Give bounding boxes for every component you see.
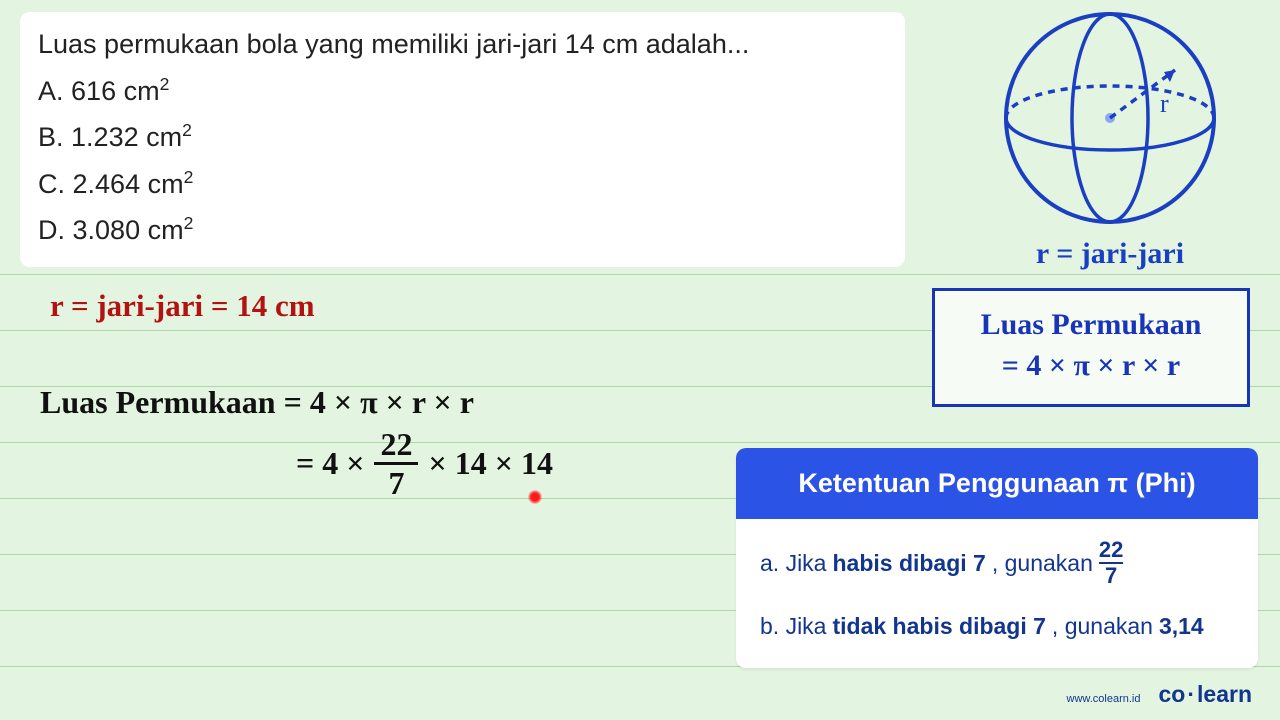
- phi-rule-a: a. Jika habis dibagi 7, gunakan 22 7: [760, 539, 1234, 587]
- brand-logo: co·learn: [1159, 681, 1253, 708]
- work-equation-2: = 4 × 22 7 × 14 × 14: [296, 428, 553, 499]
- option-c: C. 2.464 cm2: [38, 162, 887, 207]
- laser-pointer-icon: [528, 490, 542, 504]
- phi-info-card: Ketentuan Penggunaan π (Phi) a. Jika hab…: [736, 448, 1258, 668]
- formula-box: Luas Permukaan = 4 × π × r × r: [932, 288, 1250, 407]
- sphere-r-glyph: r: [1160, 89, 1169, 118]
- formula-line2: = 4 × π × r × r: [945, 346, 1237, 387]
- question-card: Luas permukaan bola yang memiliki jari-j…: [20, 12, 905, 267]
- eq2-prefix: = 4 ×: [296, 445, 364, 482]
- phi-rule-b: b. Jika tidak habis dibagi 7, gunakan 3,…: [760, 609, 1234, 644]
- rule-line: [0, 274, 1280, 275]
- eq2-suffix: × 14 × 14: [428, 445, 552, 482]
- option-b: B. 1.232 cm2: [38, 115, 887, 160]
- question-prompt: Luas permukaan bola yang memiliki jari-j…: [38, 22, 887, 67]
- brand-url: www.colearn.id: [1067, 693, 1141, 705]
- work-equation-1: Luas Permukaan = 4 × π × r × r: [40, 384, 474, 421]
- option-d: D. 3.080 cm2: [38, 208, 887, 253]
- eq2-fraction: 22 7: [374, 428, 418, 499]
- brand-footer: www.colearn.id co·learn: [1067, 681, 1252, 708]
- work-radius-line: r = jari-jari = 14 cm: [50, 288, 315, 324]
- sphere-svg: r: [995, 8, 1225, 228]
- phi-frac-22-7: 22 7: [1099, 539, 1123, 587]
- sphere-diagram: r r = jari-jari: [980, 8, 1240, 271]
- formula-line1: Luas Permukaan: [945, 305, 1237, 346]
- sphere-caption: r = jari-jari: [980, 237, 1240, 271]
- rule-line: [0, 442, 1280, 443]
- phi-card-title: Ketentuan Penggunaan π (Phi): [736, 448, 1258, 519]
- phi-card-body: a. Jika habis dibagi 7, gunakan 22 7 b. …: [736, 519, 1258, 668]
- option-a: A. 616 cm2: [38, 69, 887, 114]
